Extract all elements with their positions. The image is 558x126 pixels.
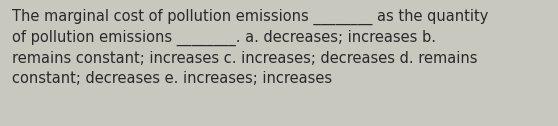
- Text: The marginal cost of pollution emissions ________ as the quantity
of pollution e: The marginal cost of pollution emissions…: [12, 9, 489, 86]
